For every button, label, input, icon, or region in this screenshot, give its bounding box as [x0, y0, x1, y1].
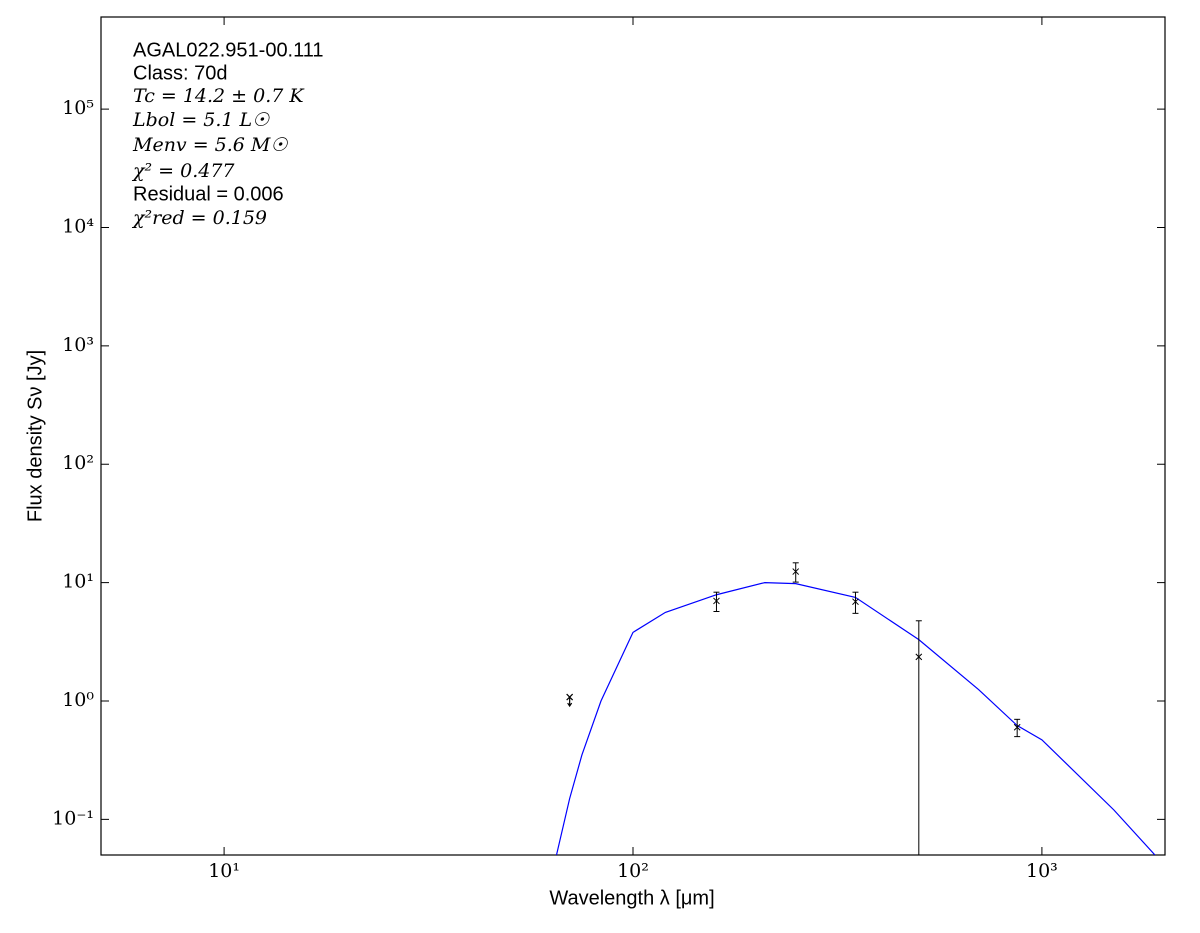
y-tick-label: 10³	[62, 334, 94, 356]
upper-limit	[566, 693, 574, 708]
plot-area	[555, 562, 1156, 855]
annotation: AGAL022.951-00.111	[133, 39, 324, 61]
y-tick-label: 10²	[62, 452, 94, 474]
y-tick-label: 10¹	[62, 571, 94, 593]
x-axis-label: Wavelength λ [μm]	[549, 887, 714, 909]
data-point	[713, 597, 720, 605]
annotation: χ²red = 0.159	[131, 207, 267, 229]
annotation: Lbol = 5.1 L☉	[132, 109, 270, 131]
y-tick-label: 10⁻¹	[52, 807, 94, 829]
y-tick-label: 10⁴	[62, 215, 94, 237]
data-point	[915, 653, 923, 661]
x-tick-label: 10³	[1026, 860, 1058, 882]
y-axis-label: Flux density Sν [Jy]	[24, 350, 46, 522]
data-point	[792, 568, 800, 575]
annotation: χ² = 0.477	[131, 160, 235, 182]
annotation: Residual = 0.006	[133, 183, 284, 205]
x-tick-label: 10¹	[208, 860, 240, 882]
data-point	[852, 598, 859, 606]
annotation: Menv = 5.6 M☉	[132, 134, 288, 156]
x-tick-label: 10²	[617, 860, 649, 882]
data-point	[1013, 723, 1021, 731]
annotation: Tc = 14.2 ± 0.7 K	[133, 85, 305, 107]
y-tick-label: 10⁰	[62, 689, 94, 711]
annotation: Class: 70d	[133, 62, 228, 84]
model-curve	[555, 582, 1156, 855]
y-tick-label: 10⁵	[62, 97, 94, 119]
